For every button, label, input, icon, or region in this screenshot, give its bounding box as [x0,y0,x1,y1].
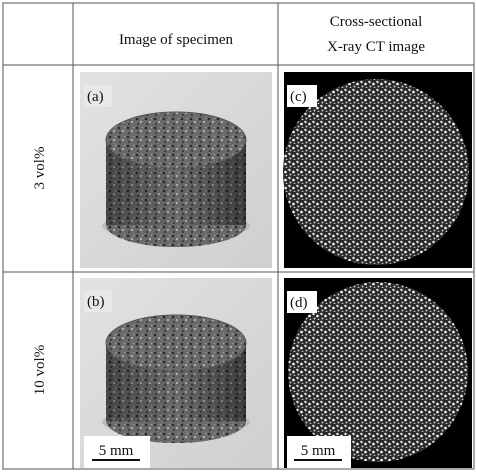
scale-label: 5 mm [301,443,336,459]
row-label: 10 vol% [32,345,48,395]
panel-label: (d) [290,295,308,311]
column-header: Image of specimen [119,32,234,48]
column-header: Cross-sectional [330,14,422,30]
panel-label: (c) [290,89,307,105]
figure-table: Image of specimen Cross-sectional X-ray … [0,0,477,472]
column-header: X-ray CT image [327,39,425,55]
scale-label: 5 mm [99,443,134,459]
row-label: 3 vol% [32,147,48,190]
panel-label: (a) [87,89,104,105]
panel-label: (b) [87,294,105,310]
